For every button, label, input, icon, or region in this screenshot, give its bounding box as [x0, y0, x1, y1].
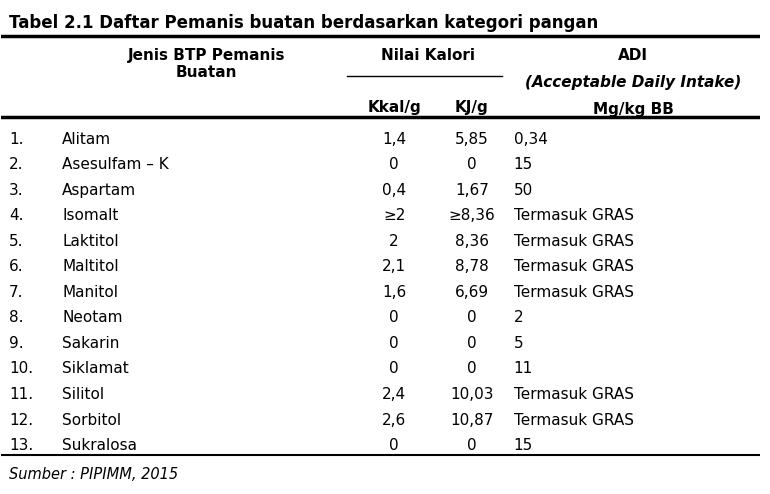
Text: Laktitol: Laktitol	[62, 234, 119, 249]
Text: 4.: 4.	[9, 208, 23, 223]
Text: Asesulfam – K: Asesulfam – K	[62, 157, 169, 172]
Text: 5.: 5.	[9, 234, 23, 249]
Text: 11.: 11.	[9, 387, 33, 402]
Text: Sukralosa: Sukralosa	[62, 438, 137, 453]
Text: Termasuk GRAS: Termasuk GRAS	[514, 387, 634, 402]
Text: Kkal/g: Kkal/g	[367, 100, 421, 115]
Text: Sorbitol: Sorbitol	[62, 412, 121, 427]
Text: 5: 5	[514, 336, 524, 351]
Text: 11: 11	[514, 362, 533, 376]
Text: 12.: 12.	[9, 412, 33, 427]
Text: 0: 0	[467, 362, 477, 376]
Text: Mg/kg BB: Mg/kg BB	[593, 102, 674, 117]
Text: Jenis BTP Pemanis
Buatan: Jenis BTP Pemanis Buatan	[128, 48, 285, 81]
Text: 8,78: 8,78	[455, 259, 489, 274]
Text: 8,36: 8,36	[455, 234, 489, 249]
Text: 8.: 8.	[9, 310, 23, 326]
Text: 13.: 13.	[9, 438, 33, 453]
Text: 1,4: 1,4	[382, 131, 407, 147]
Text: 7.: 7.	[9, 285, 23, 300]
Text: Aspartam: Aspartam	[62, 183, 136, 198]
Text: Termasuk GRAS: Termasuk GRAS	[514, 259, 634, 274]
Text: 0: 0	[467, 157, 477, 172]
Text: 0: 0	[390, 438, 399, 453]
Text: 1,67: 1,67	[455, 183, 489, 198]
Text: Tabel 2.1 Daftar Pemanis buatan berdasarkan kategori pangan: Tabel 2.1 Daftar Pemanis buatan berdasar…	[9, 14, 598, 32]
Text: 1.: 1.	[9, 131, 23, 147]
Text: Maltitol: Maltitol	[62, 259, 119, 274]
Text: 2: 2	[390, 234, 399, 249]
Text: Neotam: Neotam	[62, 310, 122, 326]
Text: 0: 0	[467, 438, 477, 453]
Text: 10,87: 10,87	[450, 412, 494, 427]
Text: 0: 0	[390, 157, 399, 172]
Text: Nilai Kalori: Nilai Kalori	[381, 48, 475, 63]
Text: 6.: 6.	[9, 259, 24, 274]
Text: 50: 50	[514, 183, 533, 198]
Text: Siklamat: Siklamat	[62, 362, 129, 376]
Text: 6,69: 6,69	[455, 285, 489, 300]
Text: Sumber : PIPIMM, 2015: Sumber : PIPIMM, 2015	[9, 467, 178, 482]
Text: 2,6: 2,6	[382, 412, 407, 427]
Text: Isomalt: Isomalt	[62, 208, 119, 223]
Text: 9.: 9.	[9, 336, 24, 351]
Text: 3.: 3.	[9, 183, 24, 198]
Text: 0: 0	[467, 310, 477, 326]
Text: KJ/g: KJ/g	[455, 100, 489, 115]
Text: (Acceptable Daily Intake): (Acceptable Daily Intake)	[525, 75, 742, 90]
Text: ≥2: ≥2	[383, 208, 405, 223]
Text: 0: 0	[390, 310, 399, 326]
Text: 0,4: 0,4	[382, 183, 407, 198]
Text: 5,85: 5,85	[455, 131, 489, 147]
Text: Termasuk GRAS: Termasuk GRAS	[514, 208, 634, 223]
Text: ≥8,36: ≥8,36	[449, 208, 495, 223]
Text: 10,03: 10,03	[450, 387, 494, 402]
Text: Alitam: Alitam	[62, 131, 111, 147]
Text: Termasuk GRAS: Termasuk GRAS	[514, 234, 634, 249]
Text: 1,6: 1,6	[382, 285, 407, 300]
Text: 2: 2	[514, 310, 524, 326]
Text: 0: 0	[390, 362, 399, 376]
Text: Termasuk GRAS: Termasuk GRAS	[514, 285, 634, 300]
Text: 15: 15	[514, 438, 533, 453]
Text: 0: 0	[390, 336, 399, 351]
Text: Manitol: Manitol	[62, 285, 118, 300]
Text: ADI: ADI	[618, 48, 648, 63]
Text: 0,34: 0,34	[514, 131, 547, 147]
Text: Sakarin: Sakarin	[62, 336, 119, 351]
Text: Silitol: Silitol	[62, 387, 104, 402]
Text: Termasuk GRAS: Termasuk GRAS	[514, 412, 634, 427]
Text: 0: 0	[467, 336, 477, 351]
Text: 2,4: 2,4	[382, 387, 407, 402]
Text: 2.: 2.	[9, 157, 23, 172]
Text: 10.: 10.	[9, 362, 33, 376]
Text: 15: 15	[514, 157, 533, 172]
Text: 2,1: 2,1	[382, 259, 407, 274]
